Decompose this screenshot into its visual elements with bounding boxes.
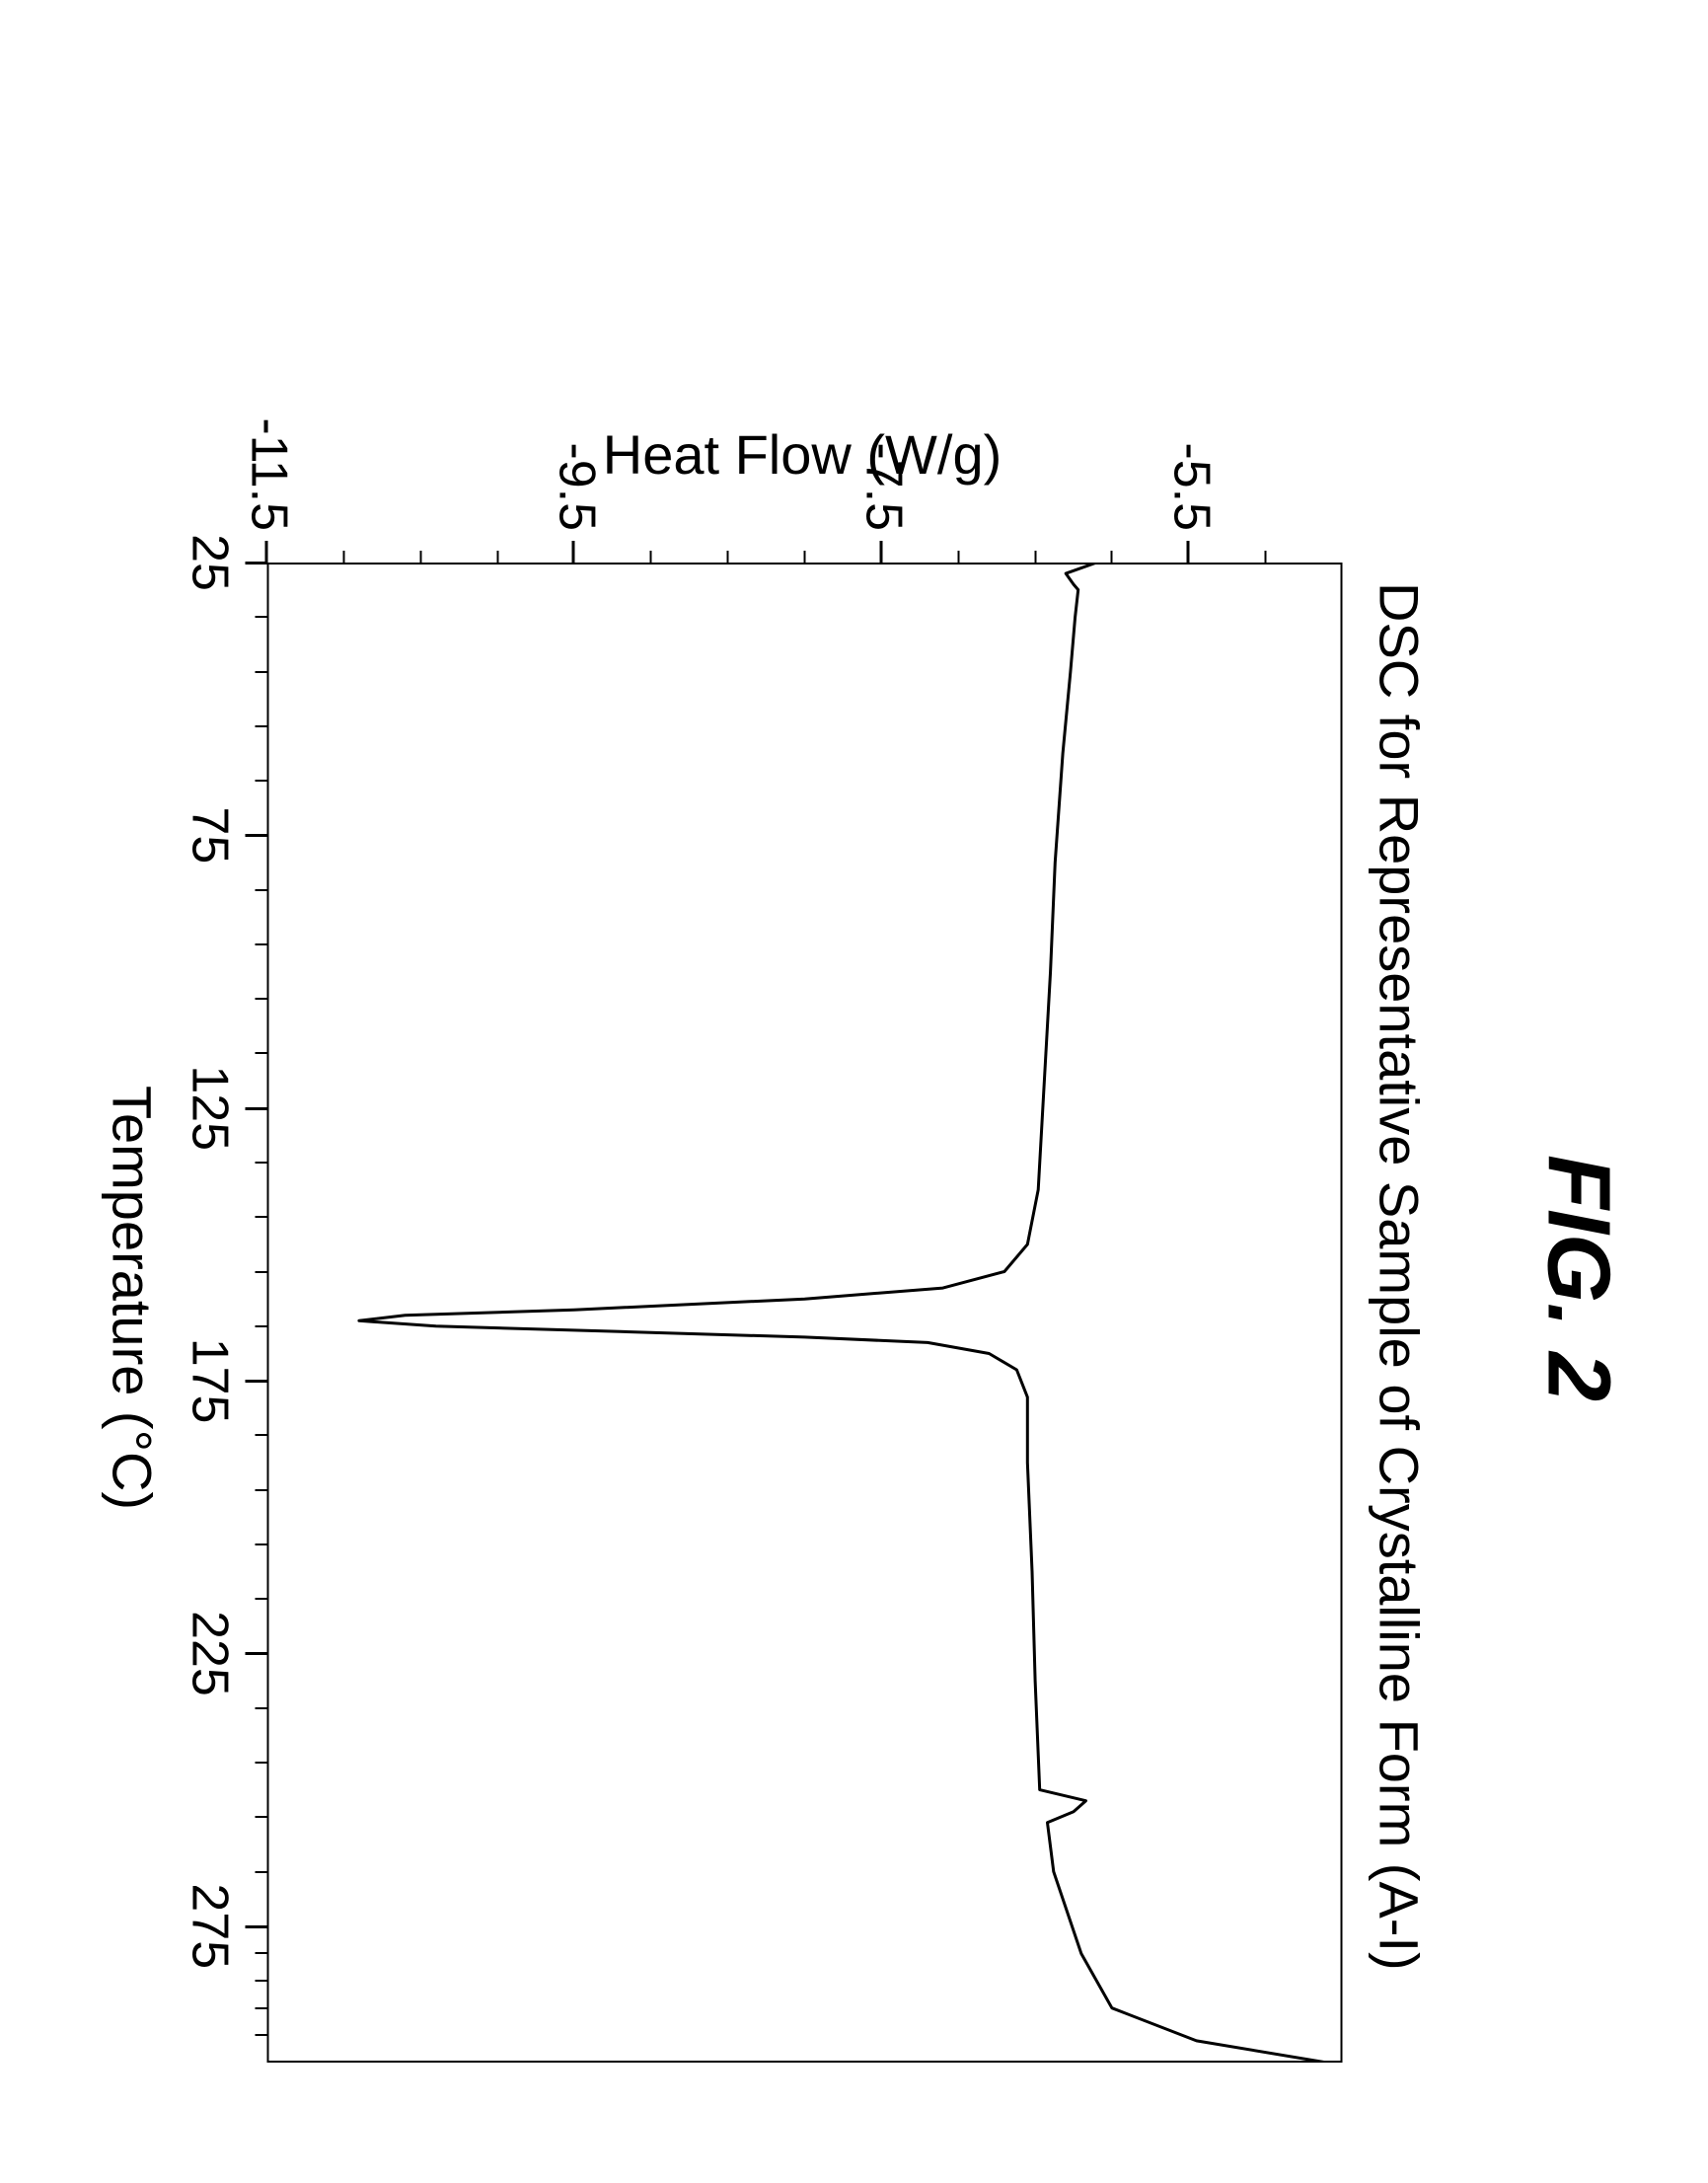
y-tick-major xyxy=(1187,541,1190,563)
x-tick-minor xyxy=(256,1598,267,1600)
x-tick-major xyxy=(246,1380,267,1383)
x-tick-major xyxy=(246,1652,267,1655)
y-tick-label: -5.5 xyxy=(1161,373,1221,531)
rotated-content: FIG. 2 DSC for Representative Sample of … xyxy=(0,0,1708,2183)
y-tick-label: -7.5 xyxy=(854,373,914,531)
x-tick-major xyxy=(246,834,267,837)
y-tick-minor xyxy=(957,551,959,563)
y-tick-minor xyxy=(727,551,729,563)
y-tick-major xyxy=(879,541,882,563)
x-tick-minor xyxy=(256,1162,267,1164)
y-tick-minor xyxy=(1265,551,1267,563)
x-tick-minor xyxy=(256,1271,267,1273)
x-tick-label: 225 xyxy=(181,1594,240,1712)
page: FIG. 2 DSC for Representative Sample of … xyxy=(0,0,1708,2183)
x-tick-label: 25 xyxy=(181,503,240,622)
y-axis-label: Heat Flow (W/g) xyxy=(603,422,1003,487)
x-tick-minor xyxy=(256,1980,267,1982)
y-tick-minor xyxy=(342,551,344,563)
y-tick-label: -11.5 xyxy=(240,373,299,531)
y-tick-minor xyxy=(804,551,806,563)
y-tick-minor xyxy=(419,551,421,563)
x-tick-minor xyxy=(256,998,267,1000)
x-tick-label: 75 xyxy=(181,776,240,894)
y-tick-minor xyxy=(1034,551,1036,563)
y-tick-major xyxy=(265,541,268,563)
y-tick-minor xyxy=(496,551,498,563)
x-tick-minor xyxy=(256,616,267,618)
x-tick-minor xyxy=(256,1816,267,1818)
dsc-curve xyxy=(258,0,1708,2072)
y-tick-major xyxy=(572,541,575,563)
x-tick-minor xyxy=(256,1216,267,1218)
x-tick-minor xyxy=(256,725,267,727)
x-tick-label: 175 xyxy=(181,1321,240,1440)
x-tick-label: 125 xyxy=(181,1049,240,1167)
x-tick-minor xyxy=(256,1325,267,1327)
y-tick-minor xyxy=(650,551,652,563)
x-axis-label: Temperature (°C) xyxy=(101,1086,165,1510)
x-tick-major xyxy=(246,1107,267,1110)
x-tick-minor xyxy=(256,1543,267,1545)
x-tick-minor xyxy=(256,671,267,673)
x-tick-minor xyxy=(256,2034,267,2036)
x-tick-major xyxy=(246,562,267,565)
x-tick-minor xyxy=(256,1762,267,1764)
x-tick-minor xyxy=(256,1871,267,1873)
y-tick-label: -9.5 xyxy=(547,373,606,531)
x-tick-minor xyxy=(256,1952,267,1954)
x-tick-major xyxy=(246,1925,267,1928)
x-tick-minor xyxy=(256,1707,267,1709)
x-tick-minor xyxy=(256,1489,267,1491)
x-tick-minor xyxy=(256,1052,267,1054)
x-tick-minor xyxy=(256,2007,267,2009)
x-tick-minor xyxy=(256,889,267,891)
x-tick-minor xyxy=(256,943,267,945)
x-tick-minor xyxy=(256,780,267,782)
x-tick-minor xyxy=(256,1434,267,1436)
y-tick-minor xyxy=(1111,551,1113,563)
x-tick-label: 275 xyxy=(181,1867,240,1986)
